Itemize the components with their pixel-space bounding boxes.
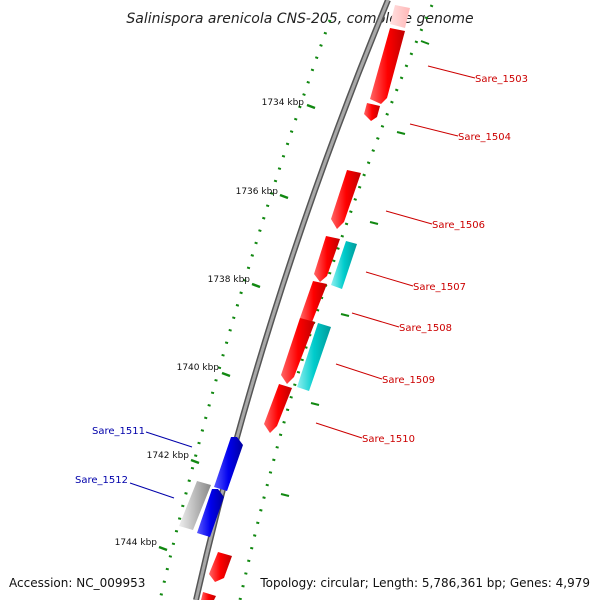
gene-label-sare-1504: Sare_1504 xyxy=(458,132,511,143)
map-title: Salinispora arenicola CNS-205, complete … xyxy=(126,11,473,27)
rna-gene xyxy=(331,241,357,289)
reverse-genes xyxy=(179,437,243,537)
genome-backbone xyxy=(193,0,391,600)
gene-arrow xyxy=(209,552,232,582)
inner-tick-track xyxy=(238,4,434,600)
tick-label: 1742 kbp xyxy=(147,451,190,461)
gene-label-sare-1512: Sare_1512 xyxy=(75,475,128,486)
tick-label: 1744 kbp xyxy=(115,538,158,548)
gene-label-sare-1509: Sare_1509 xyxy=(382,375,435,386)
tick-label: 1734 kbp xyxy=(262,98,305,108)
topology-text: Topology: circular; Length: 5,786,361 bp… xyxy=(260,576,590,590)
gene-arrow xyxy=(197,489,224,537)
tick-marks xyxy=(158,103,316,552)
forward-genes xyxy=(201,5,410,600)
rna-gene xyxy=(297,323,331,391)
minor-ticks xyxy=(280,40,430,497)
gene-arrow xyxy=(214,437,243,491)
gene-label-sare-1511: Sare_1511 xyxy=(92,426,145,437)
gene-arrow xyxy=(314,236,340,282)
tick-label: 1738 kbp xyxy=(208,275,251,285)
gene-arrow xyxy=(201,592,216,600)
gene-label-sare-1510: Sare_1510 xyxy=(362,434,415,445)
pseudo-gene xyxy=(179,481,211,530)
outer-tick-track xyxy=(158,19,332,600)
tick-label: 1740 kbp xyxy=(177,363,220,373)
callout-lines xyxy=(129,65,476,499)
gene-label-sare-1507: Sare_1507 xyxy=(413,282,466,293)
gene-label-sare-1503: Sare_1503 xyxy=(475,74,528,85)
gene-arrow xyxy=(370,28,405,104)
tick-label: 1736 kbp xyxy=(236,187,279,197)
gene-arrow xyxy=(300,281,327,327)
gene-label-sare-1506: Sare_1506 xyxy=(432,220,485,231)
gene-label-sare-1508: Sare_1508 xyxy=(399,323,452,334)
gene-arrow xyxy=(264,384,292,433)
accession-text: Accession: NC_009953 xyxy=(9,576,146,590)
genome-backbone-highlight xyxy=(194,0,390,600)
gene-arrow xyxy=(281,318,315,384)
gene-arrow xyxy=(364,103,380,121)
gene-arrow xyxy=(331,170,361,229)
gene-arrow xyxy=(390,5,410,28)
